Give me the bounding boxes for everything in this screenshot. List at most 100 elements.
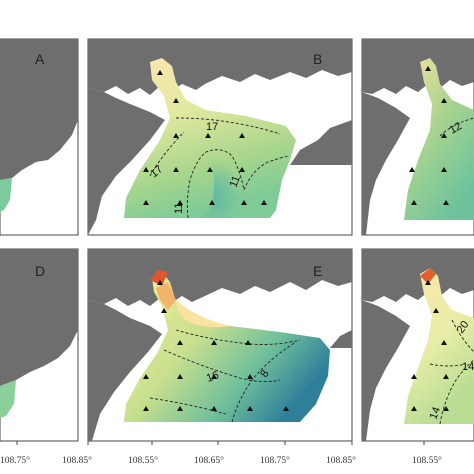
station-marker [157,280,163,285]
station-marker [425,280,431,285]
station-marker [143,374,149,379]
panel-f-contour-label: 14 [428,405,443,421]
panel-e-land-east [330,330,352,348]
panel-f-land-north [362,249,474,302]
station-marker [441,340,447,345]
station-marker [261,200,267,205]
panel-f-stations [411,280,449,411]
station-marker [443,374,449,379]
panel-a: A [0,38,79,236]
panel-d: D [0,248,79,442]
panel-b-stations [143,70,267,205]
panel-a-land [0,39,78,180]
station-marker [211,406,217,411]
x-tick-labels: 108.75° 108.85° 108.55° 108.65° 108.75° … [0,455,442,466]
station-marker [173,98,179,103]
panel-e-contour-8 [231,341,297,423]
panel-f-hotspot [420,268,436,284]
panel-d-land [0,249,78,386]
station-marker [177,340,183,345]
panel-f: 20 14 14 [361,248,474,442]
panel-f-contour-label: 14 [462,361,474,373]
station-marker [425,66,431,71]
panel-b-contour-11b [243,155,289,191]
panel-c-contour-label: 12 [448,120,465,137]
station-marker [239,167,245,172]
panel-b-land-east [290,120,352,165]
station-marker [173,133,179,138]
x-tick-label: 108.75° [260,455,290,466]
station-marker [211,340,217,345]
panel-b-contour-11a [186,149,245,219]
station-marker [443,406,449,411]
station-marker [441,133,447,138]
station-marker [157,70,163,75]
station-marker [247,406,253,411]
station-marker [441,167,447,172]
panel-b-contour-17b [149,131,185,177]
x-tick-label: 108.55° [128,455,158,466]
panel-f-contour-label: 20 [455,319,472,336]
station-marker [245,340,251,345]
station-marker [283,406,289,411]
x-tick-marks [16,441,425,445]
station-marker [177,200,183,205]
panel-c: 12 [361,38,474,236]
panel-b: 17 17 11 11 B [87,38,353,236]
panel-f-field [404,268,474,424]
panel-e: 16 8 E [87,248,353,442]
panel-c-land-north [362,39,474,94]
station-marker [205,133,211,138]
station-marker [143,406,149,411]
station-marker [177,406,183,411]
panel-a-field [0,178,12,212]
panel-e-warm-plume [176,300,230,328]
station-marker [161,308,167,313]
x-tick-label: 108.65° [194,455,224,466]
station-marker [207,167,213,172]
panel-d-label: D [35,263,45,279]
panel-e-label: E [313,263,322,279]
panel-e-hotspot [150,270,168,286]
panel-e-contour [149,397,227,415]
station-marker [411,200,417,205]
station-marker [411,374,417,379]
station-marker [247,374,253,379]
panel-b-contour-label: 17 [206,121,218,133]
station-marker [241,200,247,205]
station-marker [143,200,149,205]
station-marker [239,133,245,138]
panel-b-land-west [88,88,165,235]
panel-d-field [0,380,16,418]
x-tick-label: 108.75° [0,455,30,466]
panel-e-warm-plume [156,282,176,310]
panel-c-stations [409,66,449,205]
panel-c-contour [439,117,474,137]
panel-b-teal-core [190,140,242,218]
station-marker [443,200,449,205]
panel-b-contour-label: 11 [173,203,185,214]
panel-f-contour-20 [451,319,474,353]
panel-f-contour-14 [439,359,474,425]
panel-e-land-west [88,300,162,441]
x-tick-label: 108.85° [62,455,92,466]
station-marker [433,308,439,313]
panel-e-stations [143,280,289,411]
panel-f-land-west [362,300,410,441]
panel-c-land-west [362,92,410,235]
x-tick-label: 108.55° [412,455,442,466]
panel-e-field [124,272,330,422]
panel-a-label: A [35,51,45,67]
panel-e-contour-16 [163,349,281,383]
panel-c-field [404,58,474,220]
station-marker [211,374,217,379]
x-tick-label: 108.85° [326,455,356,466]
station-marker [441,98,447,103]
panel-b-contour-label: 11 [228,174,243,189]
station-marker [411,406,417,411]
station-marker [209,200,215,205]
panel-b-label: B [313,51,322,67]
station-marker [143,167,149,172]
station-marker [409,167,415,172]
